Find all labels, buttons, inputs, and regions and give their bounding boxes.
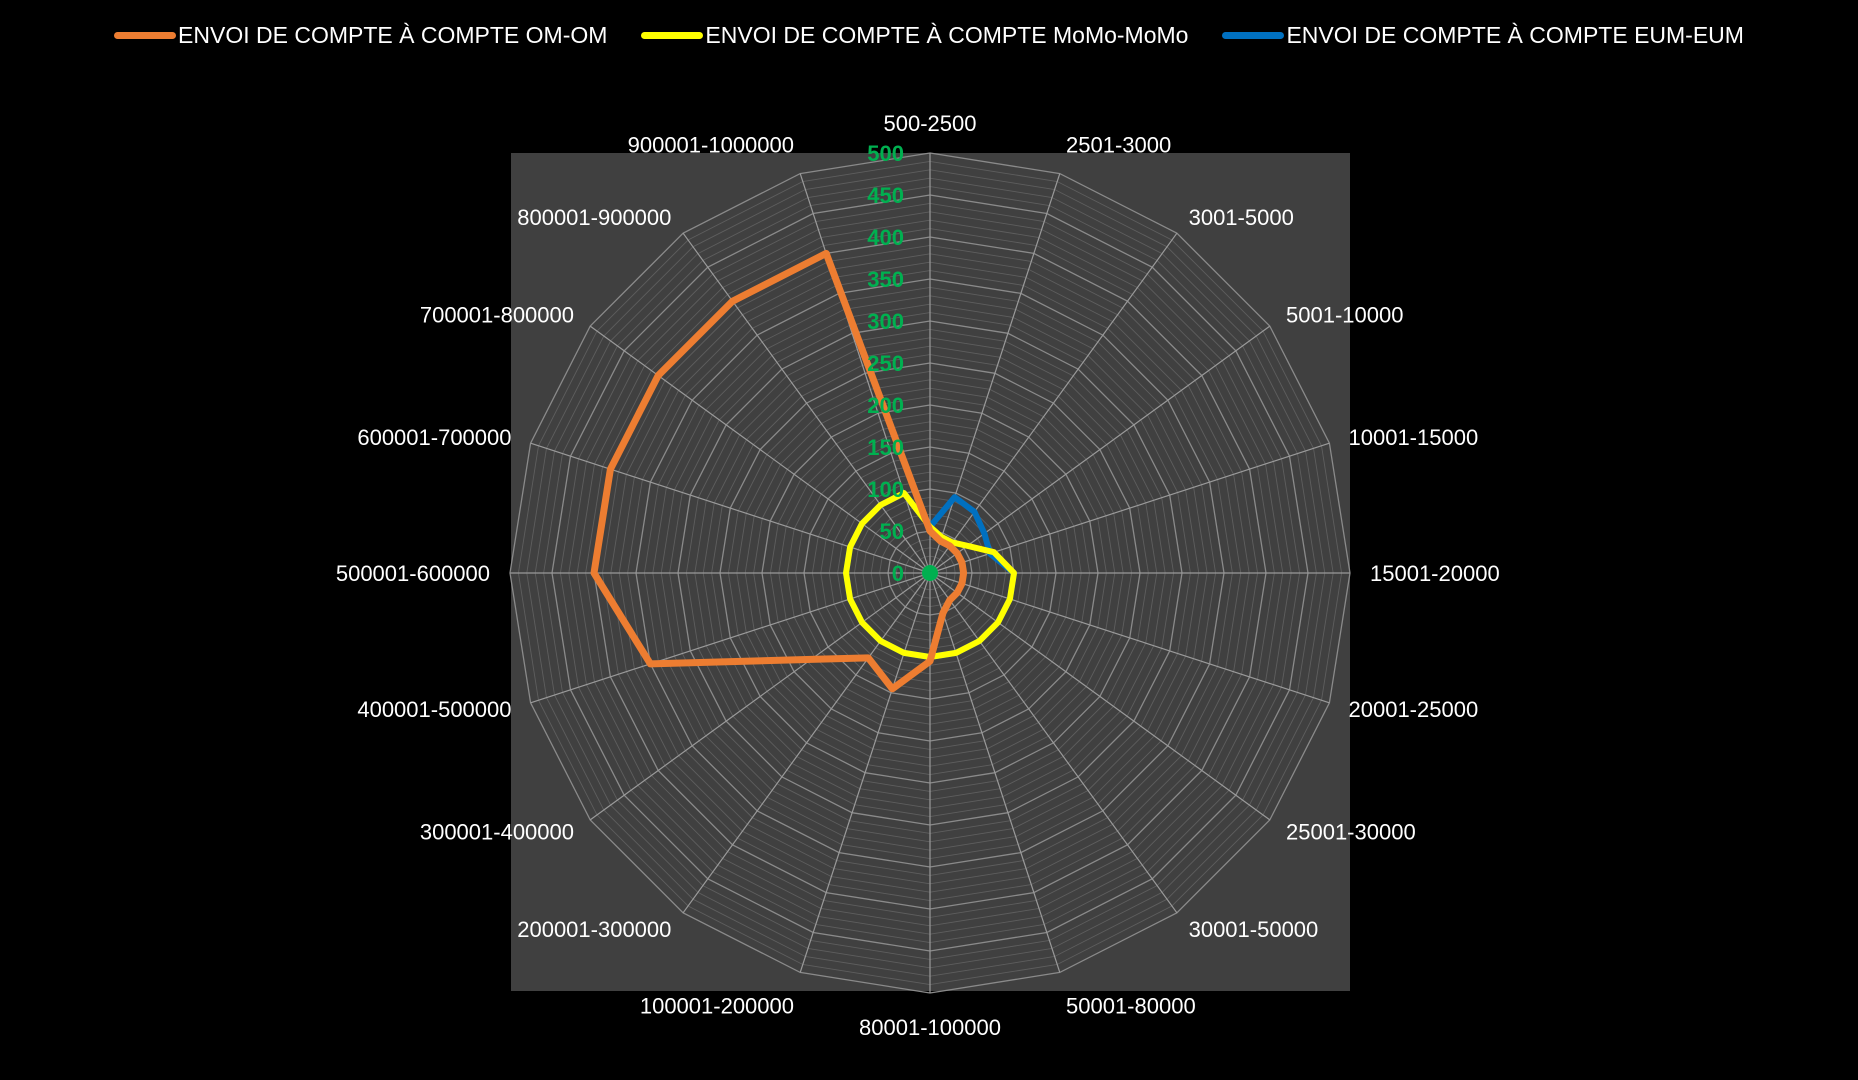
category-label: 800001-900000 <box>517 205 671 230</box>
category-label: 700001-800000 <box>420 302 574 327</box>
radial-tick-label: 100 <box>867 477 904 502</box>
legend-label-eum-eum: ENVOI DE COMPTE À COMPTE EUM-EUM <box>1286 22 1744 48</box>
spoke-line <box>682 572 931 914</box>
spoke-line <box>929 232 1178 574</box>
radial-tick-label: 150 <box>867 435 904 460</box>
spoke-line <box>589 325 931 574</box>
legend-item-om-om: ENVOI DE COMPTE À COMPTE OM-OM <box>114 22 607 49</box>
series-line-om-om <box>590 249 968 693</box>
category-label: 600001-700000 <box>357 425 511 450</box>
spoke-line <box>589 572 931 821</box>
spoke-line <box>799 572 931 973</box>
spoke-line <box>929 572 1330 704</box>
spoke-line <box>682 232 931 574</box>
legend-swatch-om-om <box>114 32 177 39</box>
radial-tick-label: 500 <box>867 141 904 166</box>
legend-item-eum-eum: ENVOI DE COMPTE À COMPTE EUM-EUM <box>1222 22 1744 49</box>
spoke-line <box>530 572 931 704</box>
category-label: 500-2500 <box>884 111 977 136</box>
radial-tick-label: 250 <box>867 351 904 376</box>
radial-tick-label: 300 <box>867 309 904 334</box>
radial-tick-label: 400 <box>867 225 904 250</box>
category-label: 15001-20000 <box>1370 561 1500 586</box>
category-label: 2501-3000 <box>1066 133 1171 158</box>
radial-tick-label: 450 <box>867 183 904 208</box>
radial-tick-label: 0 <box>892 561 904 586</box>
radial-tick-label: 50 <box>880 519 904 544</box>
category-label: 400001-500000 <box>357 697 511 722</box>
legend-item-momo-momo: ENVOI DE COMPTE À COMPTE MoMo-MoMo <box>641 22 1188 49</box>
category-label: 3001-5000 <box>1189 205 1294 230</box>
legend-swatch-eum-eum <box>1222 32 1285 39</box>
category-label: 300001-400000 <box>420 820 574 845</box>
spoke-line <box>929 173 1061 574</box>
legend-swatch-momo-momo <box>641 32 704 39</box>
category-label: 80001-100000 <box>859 1015 1001 1040</box>
category-label: 100001-200000 <box>640 994 794 1019</box>
category-label: 25001-30000 <box>1286 820 1416 845</box>
legend-label-om-om: ENVOI DE COMPTE À COMPTE OM-OM <box>178 22 608 48</box>
radial-tick-label: 350 <box>867 267 904 292</box>
spoke-line <box>929 572 1178 914</box>
category-label: 900001-1000000 <box>628 133 794 158</box>
category-label: 200001-300000 <box>517 917 671 942</box>
category-label: 50001-80000 <box>1066 994 1196 1019</box>
legend: ENVOI DE COMPTE À COMPTE OM-OM ENVOI DE … <box>0 22 1858 49</box>
spoke-line <box>530 442 931 574</box>
spoke-line <box>799 173 931 574</box>
category-label: 20001-25000 <box>1349 697 1479 722</box>
radial-tick-label: 200 <box>867 393 904 418</box>
spoke-line <box>929 572 1271 821</box>
spoke-line <box>929 572 1061 973</box>
category-label: 10001-15000 <box>1349 425 1479 450</box>
category-label: 500001-600000 <box>336 561 490 586</box>
category-label: 5001-10000 <box>1286 302 1403 327</box>
center-marker <box>922 565 938 581</box>
legend-label-momo-momo: ENVOI DE COMPTE À COMPTE MoMo-MoMo <box>705 22 1189 48</box>
category-label: 30001-50000 <box>1189 917 1319 942</box>
